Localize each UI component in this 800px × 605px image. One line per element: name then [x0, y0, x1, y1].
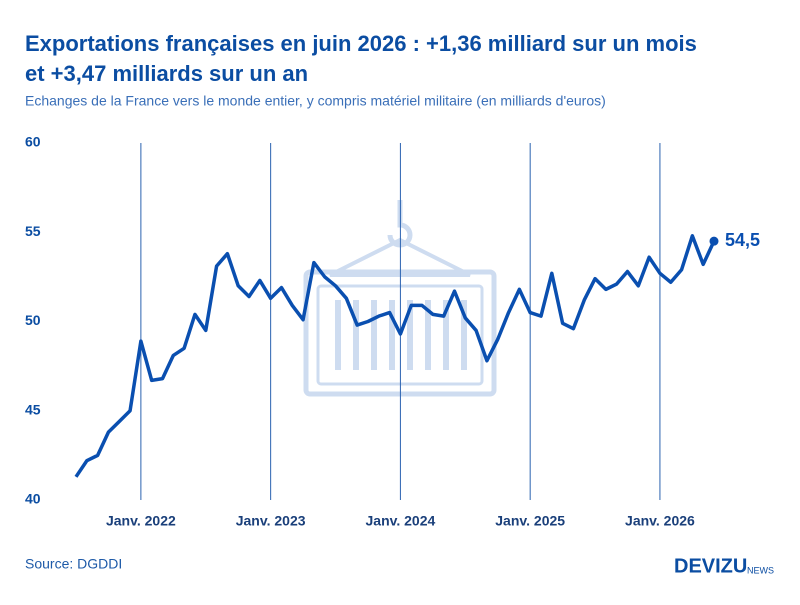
- y-tick-label: 50: [25, 312, 41, 328]
- end-point: [709, 236, 719, 246]
- y-tick-label: 60: [25, 134, 41, 150]
- value-label: 54,5: [725, 230, 760, 250]
- brand-suffix: NEWS: [747, 565, 774, 575]
- chart-subtitle: Echanges de la France vers le monde enti…: [25, 93, 606, 109]
- line: [74, 234, 716, 478]
- y-tick-label: 40: [25, 491, 41, 507]
- chart-title: Exportations françaises en juin 2026 : +…: [25, 31, 697, 56]
- x-tick-label: Janv. 2023: [236, 513, 306, 529]
- chart-title: et +3,47 milliards sur un an: [25, 61, 308, 86]
- source: Source: DGDDI: [25, 556, 122, 572]
- brand: DEVIZU: [674, 555, 747, 577]
- y-tick-label: 45: [25, 401, 41, 417]
- x-tick-label: Janv. 2022: [106, 513, 176, 529]
- x-tick-label: Janv. 2024: [366, 513, 436, 529]
- x-tick-label: Janv. 2026: [625, 513, 695, 529]
- x-tick-label: Janv. 2025: [495, 513, 565, 529]
- y-tick-label: 55: [25, 223, 41, 239]
